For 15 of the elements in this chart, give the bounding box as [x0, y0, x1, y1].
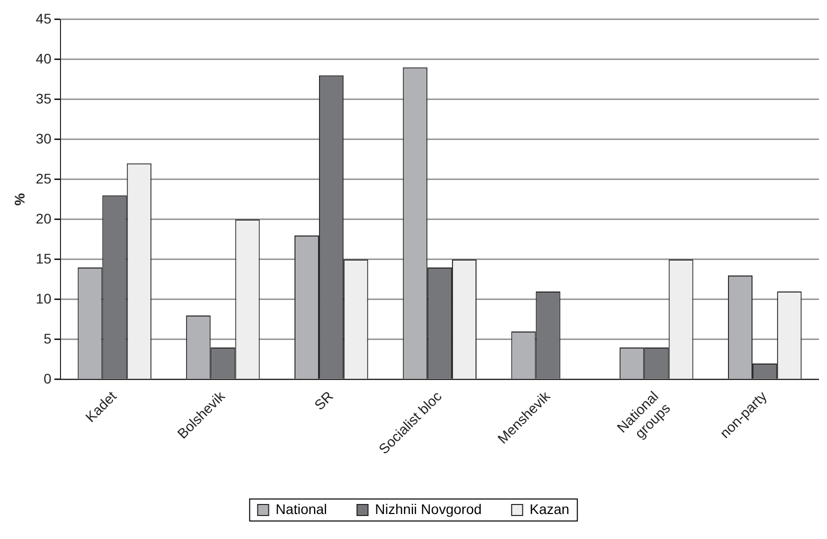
x-tick-label: SR	[311, 388, 336, 414]
y-tick-label: 5	[44, 330, 52, 346]
y-tick-label: 15	[36, 250, 52, 266]
y-tick-label: 10	[36, 290, 52, 306]
y-tick-label: 35	[36, 90, 52, 106]
legend-label: Nizhnii Novgorod	[375, 500, 482, 517]
y-tick-label: 40	[36, 50, 52, 66]
y-tick-label: 0	[44, 370, 52, 386]
y-tick-label: 45	[36, 10, 52, 26]
legend-label: National	[276, 500, 328, 517]
y-tick-label: 20	[36, 210, 52, 226]
y-axis-title: %	[11, 192, 28, 206]
y-tick-label: 30	[36, 130, 52, 146]
y-tick-label: 25	[36, 170, 52, 186]
legend-label: Kazan	[530, 500, 570, 517]
